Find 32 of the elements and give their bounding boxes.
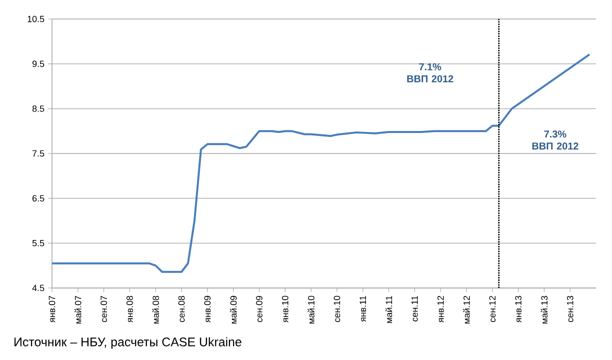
- y-tick-label: 4.5: [32, 284, 44, 292]
- x-tick-label: янв.08: [126, 296, 133, 322]
- annotation: 7.1% ВВП 2012: [407, 63, 454, 82]
- y-tick-label: 7.5: [32, 150, 44, 157]
- y-tick-label: 8.5: [32, 105, 44, 112]
- x-tick-label: май.08: [152, 296, 159, 324]
- x-tick-label: сен.11: [412, 296, 418, 322]
- x-tick-label: янв.07: [48, 296, 56, 322]
- x-tick-label: янв.11: [360, 296, 366, 322]
- x-tick-label: сен.08: [178, 296, 185, 322]
- x-tick-label: май.12: [463, 296, 470, 324]
- y-tick-label: 5.5: [32, 240, 44, 246]
- x-tick-label: сен.10: [334, 296, 340, 322]
- x-tick-label: май.10: [308, 296, 314, 324]
- x-tick-label: янв.09: [204, 296, 211, 322]
- x-tick-label: янв.10: [282, 296, 288, 322]
- line-series: [51, 53, 591, 273]
- annotation: 7.3% ВВП 2012: [532, 130, 578, 150]
- x-tick-label: май.11: [385, 296, 392, 323]
- text: Источник – НБУ, расчеты CASE Ukraine: [14, 337, 242, 349]
- x-tick-label: май.09: [230, 296, 237, 324]
- x-tick-label: сен.12: [489, 296, 496, 322]
- x-tick-label: сен.09: [256, 296, 262, 322]
- y-tick-label: 9.5: [32, 60, 44, 68]
- x-tick-label: янв.13: [515, 296, 522, 322]
- x-tick-label: май.07: [74, 296, 82, 324]
- y-tick-label: 6.5: [32, 195, 44, 202]
- x-tick-label: янв.12: [437, 296, 444, 322]
- x-tick-label: май.13: [540, 296, 548, 324]
- y-tick-label: 10.5: [28, 16, 44, 22]
- x-tick-label: сен.07: [100, 296, 107, 322]
- x-tick-label: сен.13: [566, 296, 574, 322]
